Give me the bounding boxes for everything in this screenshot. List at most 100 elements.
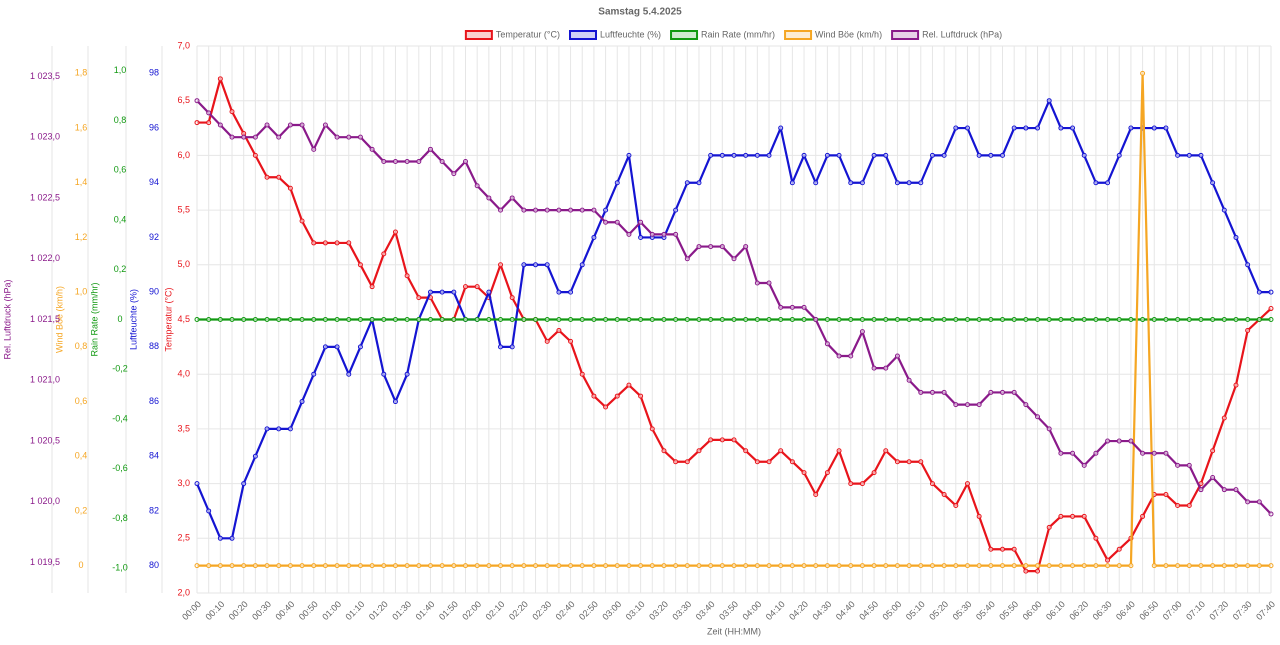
point [964,125,970,131]
point [626,231,632,237]
point [568,207,574,213]
point [1198,317,1204,322]
x-tick-label: 03:30 [670,599,693,622]
point [334,134,340,140]
x-tick-label: 00:00 [180,599,203,622]
point [696,448,702,454]
point [568,563,574,569]
point [614,219,620,225]
point [1175,563,1181,569]
point [1221,317,1227,322]
x-tick-label: 03:10 [624,599,647,622]
point [766,459,772,465]
legend-swatch [464,30,493,40]
y-tick-label: 3,0 [177,478,190,488]
point [1256,563,1262,569]
x-tick-label: 02:20 [507,599,530,622]
point [789,317,795,322]
point [1245,563,1251,569]
point [533,262,539,268]
point [1175,152,1181,158]
point [1011,546,1017,552]
point [463,284,468,290]
point [953,402,959,408]
point [404,317,410,322]
point [357,563,363,569]
point [206,110,212,116]
point [988,389,994,395]
x-tick-label: 01:10 [344,599,367,622]
point [451,317,457,322]
y-tick-label: 5,0 [177,259,190,269]
point [731,256,737,262]
point [404,273,410,279]
point [276,426,282,432]
point [848,481,854,487]
point [1186,462,1192,468]
point [708,152,714,158]
point [498,207,504,213]
point [1128,438,1134,444]
point [1256,499,1262,505]
point [509,295,515,301]
point [229,317,235,322]
y-tick-label: 0,2 [114,264,127,274]
point [626,563,632,569]
point [264,426,270,432]
point [649,563,655,569]
point [1116,438,1122,444]
point [544,317,550,322]
point [778,317,784,322]
point [1023,402,1029,408]
point [1210,448,1216,454]
point [463,158,468,164]
point [299,399,305,405]
point [544,262,550,268]
y-tick-label: 80 [149,560,159,570]
point [871,365,877,371]
point [439,317,445,322]
point [1140,70,1146,76]
point [334,344,340,350]
point [743,448,749,454]
point [346,563,352,569]
point [1000,546,1005,552]
point [789,304,795,310]
point [941,152,947,158]
point [801,470,807,476]
point [638,219,644,225]
point [287,563,293,569]
x-tick-label: 06:30 [1091,599,1114,622]
point [334,563,340,569]
legend-label: Wind Böe (km/h) [815,29,882,39]
point [1163,492,1169,498]
point [859,180,865,186]
point [544,338,550,344]
x-tick-label: 00:10 [203,599,226,622]
point [1116,152,1122,158]
point [871,317,877,322]
y-tick-label: 6,5 [177,95,190,105]
x-tick-label: 04:30 [810,599,833,622]
x-tick-label: 06:50 [1137,599,1160,622]
y-tick-label: 0,6 [114,165,127,175]
x-tick-label: 01:40 [414,599,437,622]
point [427,146,433,152]
point [1093,450,1099,456]
x-tick-label: 02:30 [530,599,553,622]
point [684,317,690,322]
point [392,563,398,569]
point [824,317,830,322]
y-tick-label: 1 020,0 [30,496,60,506]
point [871,470,877,476]
point [603,219,609,225]
point [1105,438,1111,444]
y-tick-label: 0,4 [114,214,127,224]
point [824,152,830,158]
point [906,563,912,569]
point [1210,317,1216,322]
point [369,563,375,569]
point [766,152,772,158]
point [241,563,247,569]
point [836,563,842,569]
